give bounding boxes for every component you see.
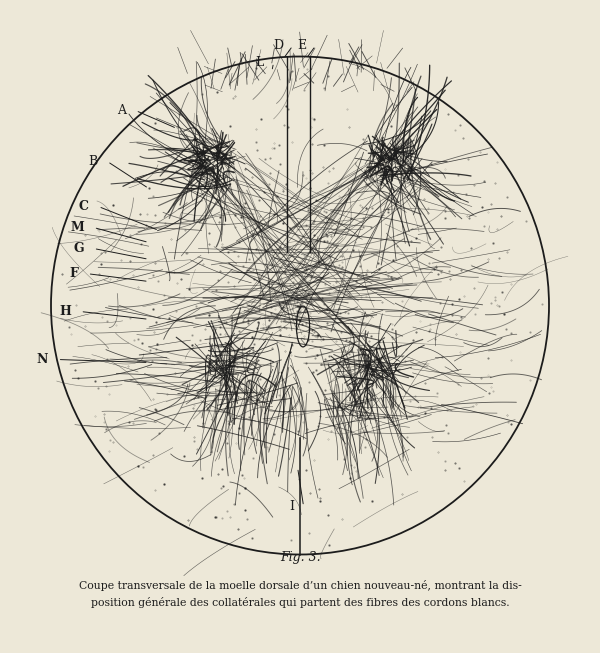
- Text: F: F: [69, 267, 78, 280]
- Circle shape: [51, 57, 549, 554]
- Text: I: I: [289, 500, 294, 513]
- Text: position générale des collatérales qui partent des fibres des cordons blancs.: position générale des collatérales qui p…: [91, 597, 509, 608]
- Text: C: C: [79, 200, 89, 213]
- Text: G: G: [73, 242, 84, 255]
- Text: L: L: [256, 56, 264, 69]
- Text: E: E: [297, 39, 306, 52]
- Text: D: D: [273, 39, 283, 52]
- Text: H: H: [59, 305, 71, 318]
- Text: Coupe transversale de la moelle dorsale d’un chien nouveau-né, montrant la dis-: Coupe transversale de la moelle dorsale …: [79, 581, 521, 591]
- Text: Fig. 3.: Fig. 3.: [280, 551, 320, 564]
- Text: B: B: [89, 155, 98, 168]
- Text: M: M: [70, 221, 84, 234]
- Text: A: A: [117, 104, 126, 117]
- Text: N: N: [37, 353, 48, 366]
